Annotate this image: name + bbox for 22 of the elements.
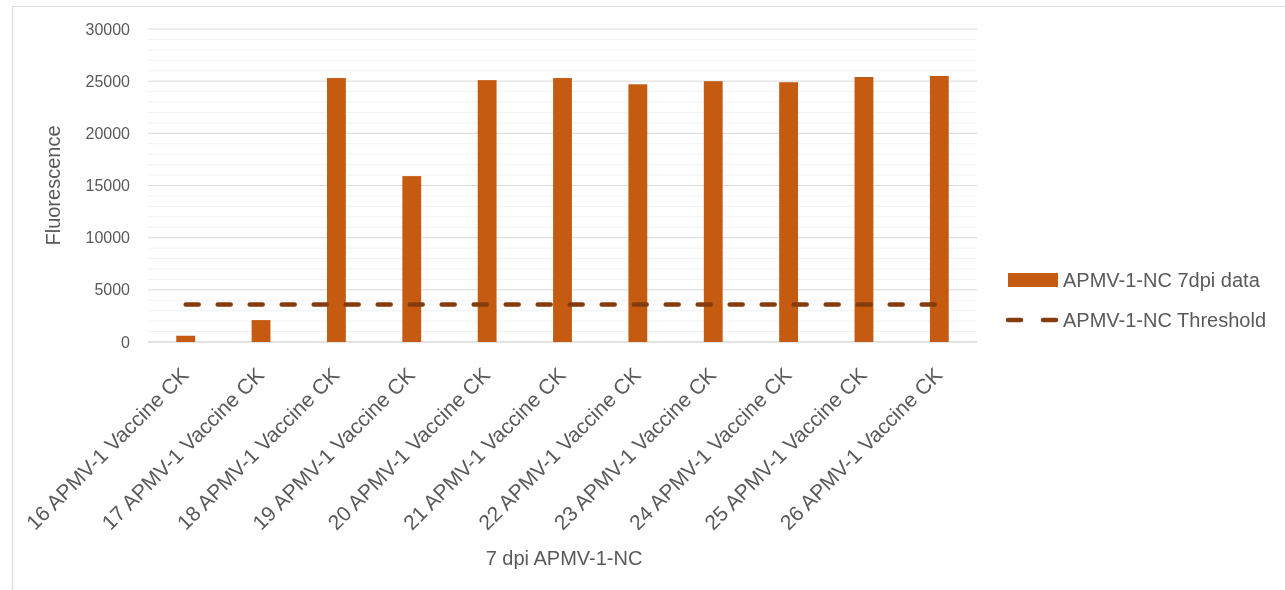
bar [553,78,572,342]
y-axis-title: Fluorescence [42,125,64,246]
y-tick-label: 0 [121,333,131,351]
bar [251,320,271,342]
legend-label: APMV-1-NC 7dpi data [1063,269,1261,291]
bar [176,335,196,342]
bar [326,78,346,342]
bar [854,76,874,342]
bar [703,81,723,342]
x-axis-title: 7 dpi APMV-1-NC [485,547,643,569]
bar [477,80,497,342]
legend-label: APMV-1-NC Threshold [1063,309,1267,331]
bar [779,82,799,342]
y-tick-label: 25000 [85,72,131,90]
y-tick-label: 30000 [85,20,131,38]
bar [402,176,422,342]
bar [628,84,648,342]
y-tick-label: 10000 [85,229,131,247]
bar [929,75,949,342]
y-tick-label: 20000 [85,124,131,142]
y-tick-label: 15000 [85,177,131,194]
y-tick-label: 5000 [94,281,131,299]
